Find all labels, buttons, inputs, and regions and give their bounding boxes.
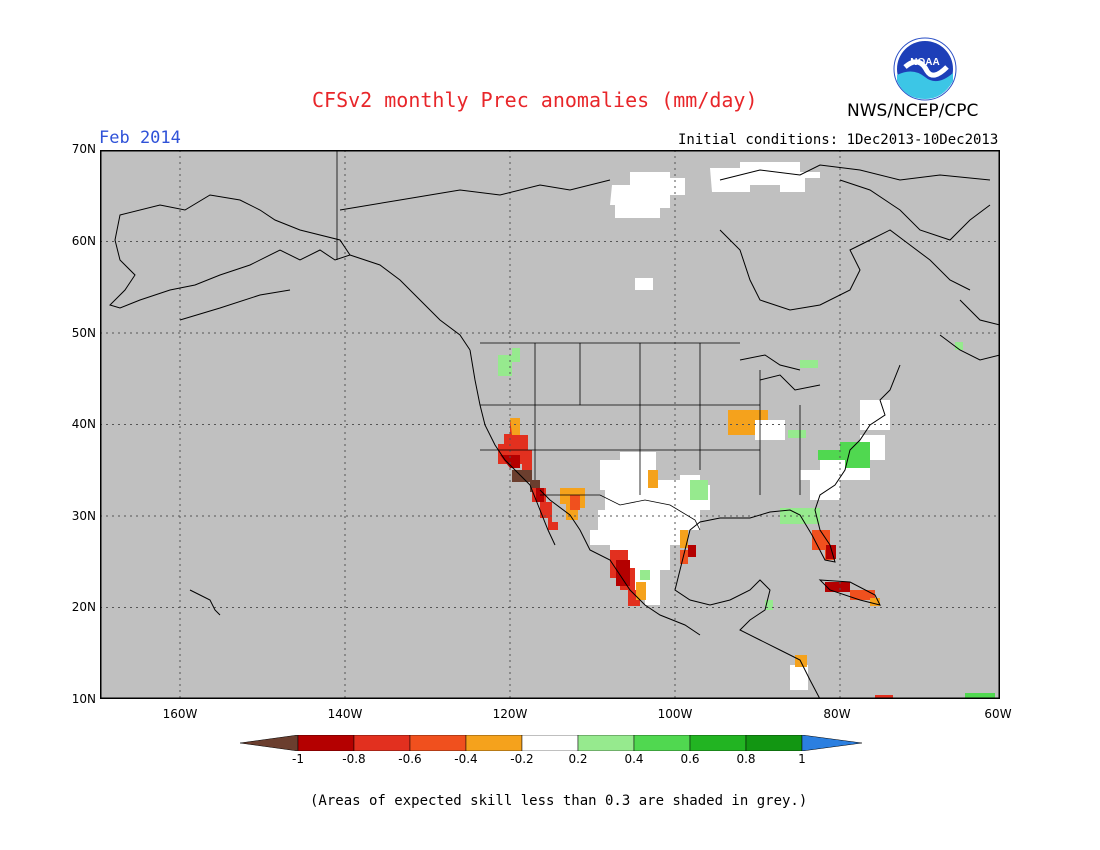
lat-label-10n: 10N bbox=[71, 692, 96, 706]
colorbar-neg08-neg06 bbox=[353, 735, 411, 751]
anomaly-carolinas-green bbox=[818, 442, 870, 468]
colorbar-label-02: 0.2 bbox=[568, 752, 588, 766]
coastlines bbox=[109, 164, 1000, 699]
anomaly-gulf-dark bbox=[688, 545, 696, 557]
anomaly-texas-green bbox=[690, 480, 708, 500]
anomaly-gulf-coast-green bbox=[780, 508, 820, 524]
colorbar-label-neg04: -0.4 bbox=[454, 752, 478, 766]
anomaly-ohio-green bbox=[788, 430, 806, 438]
colorbar-label-neg02: -0.2 bbox=[510, 752, 534, 766]
anomaly-cuba-tip bbox=[870, 598, 880, 606]
anomaly-baffin-white bbox=[710, 162, 820, 192]
colorbar-08-1 bbox=[745, 735, 803, 751]
anomaly-ne-green bbox=[955, 342, 963, 350]
anomaly-great-lakes-green bbox=[800, 360, 818, 368]
anomaly-ohio-white bbox=[755, 420, 785, 440]
anomaly-hudson-white bbox=[635, 278, 653, 290]
anomaly-florida-dark bbox=[826, 545, 836, 559]
anomaly-cuba-red bbox=[825, 582, 850, 592]
logo-text: NOAA bbox=[910, 57, 939, 68]
anomaly-mexico-dark bbox=[616, 560, 630, 586]
anomaly-gulf-orange bbox=[680, 530, 688, 548]
valid-month: Feb 2014 bbox=[99, 128, 181, 148]
map-border bbox=[100, 150, 1000, 699]
lat-label-20n: 20N bbox=[71, 600, 96, 614]
anomaly-venezuela-red bbox=[875, 695, 893, 699]
colorbar-label-1: 1 bbox=[798, 752, 806, 766]
colorbar-neg02-02 bbox=[521, 735, 579, 751]
chart-title: CFSv2 monthly Prec anomalies (mm/day) bbox=[312, 88, 758, 112]
lon-label-60w: 60W bbox=[984, 707, 1012, 721]
colorbar-label-neg06: -0.6 bbox=[398, 752, 422, 766]
anomaly-yucatan-green bbox=[765, 600, 773, 610]
colorbar-lt-neg1 bbox=[240, 735, 299, 751]
colorbar-neg04-neg02 bbox=[465, 735, 523, 751]
colorbar-04-06 bbox=[633, 735, 691, 751]
agency-label: NWS/NCEP/CPC bbox=[847, 101, 979, 121]
anomaly-nm-orange bbox=[648, 470, 658, 488]
anomaly-socal-dark bbox=[500, 455, 520, 468]
anomaly-mexico-green bbox=[640, 570, 650, 580]
lon-label-80w: 80W bbox=[823, 707, 851, 721]
lat-label-70n: 70N bbox=[71, 142, 96, 156]
anomaly-gulf-red bbox=[680, 550, 688, 564]
lat-label-40n: 40N bbox=[71, 417, 96, 431]
colorbar-gt-1 bbox=[801, 735, 862, 751]
lat-label-50n: 50N bbox=[71, 326, 96, 340]
anomaly-map bbox=[100, 150, 1000, 699]
colorbar-label-neg1: -1 bbox=[292, 752, 304, 766]
lon-label-120w: 120W bbox=[492, 707, 528, 721]
lon-label-160w: 160W bbox=[162, 707, 198, 721]
anomaly-northern-canada bbox=[610, 172, 685, 218]
noaa-logo: NOAA bbox=[893, 37, 957, 101]
colorbar bbox=[240, 735, 862, 751]
colorbar-label-neg08: -0.8 bbox=[342, 752, 366, 766]
anomaly-california-orange bbox=[510, 418, 520, 435]
colorbar-02-04 bbox=[577, 735, 635, 751]
lon-label-100w: 100W bbox=[657, 707, 693, 721]
lat-label-30n: 30N bbox=[71, 509, 96, 523]
lon-label-140w: 140W bbox=[327, 707, 363, 721]
anomaly-sonora-red bbox=[570, 495, 580, 510]
colorbar-neg1-neg08 bbox=[297, 735, 355, 751]
anomaly-cuba-orange bbox=[850, 590, 875, 600]
anomaly-se-green bbox=[965, 693, 995, 699]
anomaly-mexico-orange bbox=[636, 582, 646, 600]
colorbar-label-06: 0.6 bbox=[680, 752, 700, 766]
footnote: (Areas of expected skill less than 0.3 a… bbox=[310, 793, 808, 809]
anomaly-central-america-white bbox=[790, 665, 808, 690]
initial-conditions: Initial conditions: 1Dec2013-10Dec2013 bbox=[678, 132, 999, 148]
lat-label-60n: 60N bbox=[71, 234, 96, 248]
anomaly-patches bbox=[498, 162, 995, 699]
anomaly-pnw-green bbox=[498, 348, 520, 376]
map-grid bbox=[100, 150, 1000, 699]
political-boundaries bbox=[336, 150, 801, 531]
colorbar-06-08 bbox=[689, 735, 747, 751]
colorbar-label-08: 0.8 bbox=[736, 752, 756, 766]
colorbar-label-04: 0.4 bbox=[624, 752, 644, 766]
anomaly-texas-white bbox=[590, 452, 710, 605]
colorbar-neg06-neg04 bbox=[409, 735, 467, 751]
